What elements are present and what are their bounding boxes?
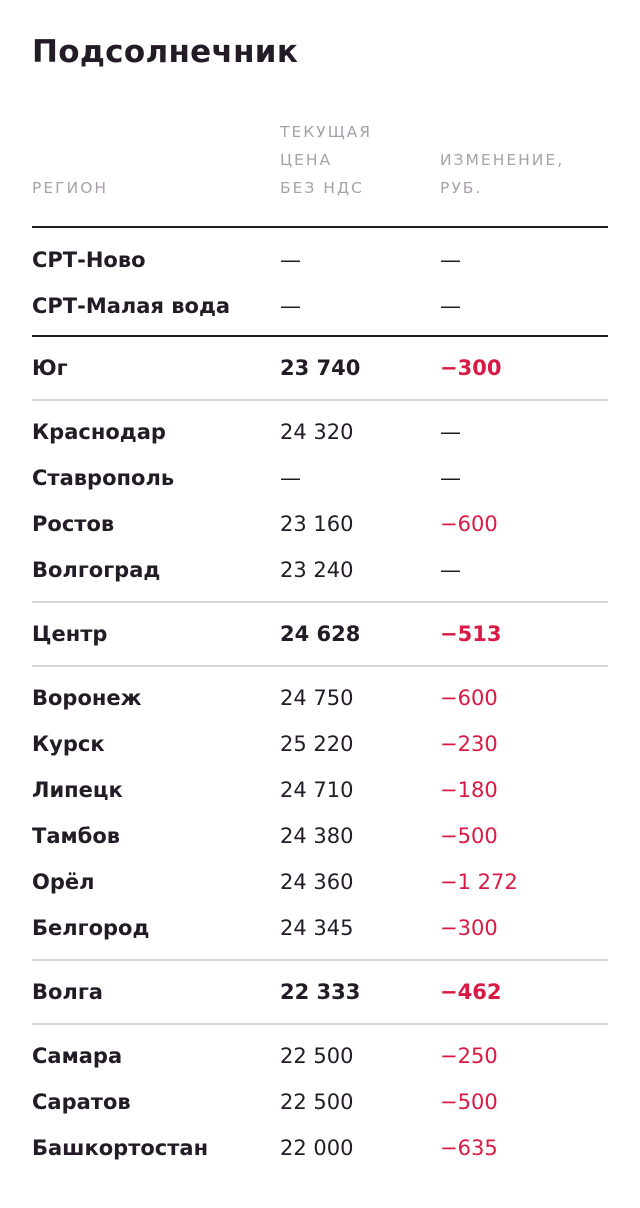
- price-change: —: [440, 248, 461, 272]
- table-row: Ростов 23 160 −600: [32, 501, 608, 547]
- table-row: Саратов 22 500 −500: [32, 1079, 608, 1125]
- current-price: 22 000: [280, 1136, 354, 1160]
- table-row: Воронеж 24 750 −600: [32, 675, 608, 721]
- table-row: Ставрополь — —: [32, 455, 608, 501]
- region-name: Воронеж: [32, 686, 142, 710]
- price-change: −230: [440, 732, 498, 756]
- current-price: 24 320: [280, 420, 354, 444]
- region-summary-group: Центр 24 628 −513: [32, 603, 608, 667]
- current-price: 24 380: [280, 824, 354, 848]
- region-name: СРТ-Ново: [32, 248, 146, 272]
- summary-row: Юг 23 740 −300: [32, 345, 608, 391]
- price-change: −500: [440, 824, 498, 848]
- price-change: −600: [440, 686, 498, 710]
- column-header-price: ТЕКУЩАЯ ЦЕНА БЕЗ НДС: [280, 123, 373, 197]
- price-change: −180: [440, 778, 498, 802]
- table-row: Курск 25 220 −230: [32, 721, 608, 767]
- table-row: Белгород 24 345 −300: [32, 905, 608, 951]
- region-list-group: Самара 22 500 −250 Саратов 22 500 −500 Башкорт…: [32, 1025, 608, 1179]
- summary-row: Волга 22 333 −462: [32, 969, 608, 1015]
- table-row: Краснодар 24 320 —: [32, 409, 608, 455]
- price-change: −1 272: [440, 870, 518, 894]
- current-price: 25 220: [280, 732, 354, 756]
- region-name: Тамбов: [32, 824, 121, 848]
- region-name: СРТ-Малая вода: [32, 294, 231, 318]
- column-header-region: РЕГИОН: [32, 179, 109, 197]
- region-name: Орёл: [32, 870, 95, 894]
- region-name: Волгоград: [32, 558, 161, 582]
- price-change: −250: [440, 1044, 498, 1068]
- region-list-group: Краснодар 24 320 — Ставрополь — — Ростов 23 160…: [32, 401, 608, 603]
- region-name: Краснодар: [32, 420, 166, 444]
- column-header-change: ИЗМЕНЕНИЕ, РУБ.: [440, 151, 565, 197]
- price-change: −462: [440, 980, 502, 1004]
- page-title: Подсолнечник: [32, 34, 299, 70]
- current-price: 24 710: [280, 778, 354, 802]
- price-change: −513: [440, 622, 502, 646]
- table-row: СРТ-Малая вода — —: [32, 283, 608, 329]
- table-row: Самара 22 500 −250: [32, 1033, 608, 1079]
- price-change: −600: [440, 512, 498, 536]
- region-summary-group: Юг 23 740 −300: [32, 337, 608, 401]
- current-price: 23 160: [280, 512, 354, 536]
- region-name: Юг: [32, 356, 68, 380]
- current-price: 24 750: [280, 686, 354, 710]
- region-name: Ростов: [32, 512, 115, 536]
- table-row: Тамбов 24 380 −500: [32, 813, 608, 859]
- region-name: Липецк: [32, 778, 123, 802]
- region-list-group: СРТ-Ново — — СРТ-Малая вода — —: [32, 228, 608, 337]
- region-name: Самара: [32, 1044, 123, 1068]
- current-price: 24 360: [280, 870, 354, 894]
- table-body: СРТ-Ново — — СРТ-Малая вода — — Юг 23 740 −300 Кр…: [32, 228, 608, 1179]
- price-change: −300: [440, 356, 502, 380]
- region-summary-group: Волга 22 333 −462: [32, 961, 608, 1025]
- price-change: −635: [440, 1136, 498, 1160]
- price-change: −300: [440, 916, 498, 940]
- region-name: Башкортостан: [32, 1136, 209, 1160]
- table-row: Липецк 24 710 −180: [32, 767, 608, 813]
- summary-row: Центр 24 628 −513: [32, 611, 608, 657]
- current-price: 22 333: [280, 980, 361, 1004]
- region-list-group: Воронеж 24 750 −600 Курск 25 220 −230 Липецк 24…: [32, 667, 608, 961]
- current-price: —: [280, 294, 301, 318]
- table-row: Башкортостан 22 000 −635: [32, 1125, 608, 1171]
- current-price: 24 345: [280, 916, 354, 940]
- region-name: Центр: [32, 622, 108, 646]
- region-name: Белгород: [32, 916, 150, 940]
- region-name: Курск: [32, 732, 105, 756]
- table-row: Волгоград 23 240 —: [32, 547, 608, 593]
- region-name: Ставрополь: [32, 466, 175, 490]
- current-price: 22 500: [280, 1090, 354, 1114]
- region-name: Волга: [32, 980, 103, 1004]
- current-price: 24 628: [280, 622, 361, 646]
- current-price: 23 740: [280, 356, 361, 380]
- current-price: 23 240: [280, 558, 354, 582]
- price-change: —: [440, 420, 461, 444]
- price-change: —: [440, 558, 461, 582]
- current-price: —: [280, 466, 301, 490]
- region-name: Саратов: [32, 1090, 131, 1114]
- table-header: РЕГИОН ТЕКУЩАЯ ЦЕНА БЕЗ НДС ИЗМЕНЕНИЕ, Р…: [32, 118, 608, 228]
- table-row: Орёл 24 360 −1 272: [32, 859, 608, 905]
- price-change: −500: [440, 1090, 498, 1114]
- table-row: СРТ-Ново — —: [32, 237, 608, 283]
- current-price: —: [280, 248, 301, 272]
- current-price: 22 500: [280, 1044, 354, 1068]
- price-change: —: [440, 294, 461, 318]
- price-change: —: [440, 466, 461, 490]
